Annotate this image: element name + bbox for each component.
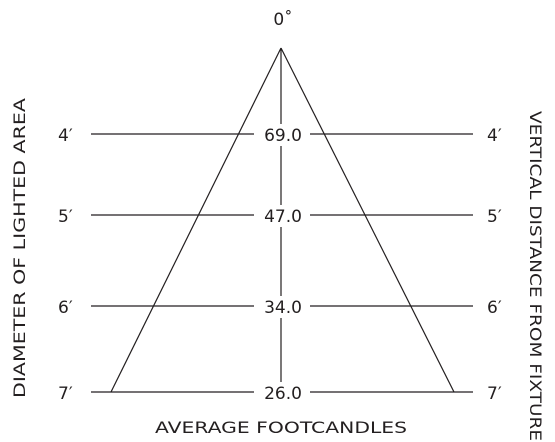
left-axis-title: DIAMETER OF LIGHTED AREA xyxy=(10,98,29,398)
right-distance-label-7: 7′ xyxy=(487,384,502,404)
left-distance-label-7: 7′ xyxy=(58,384,73,404)
left-distance-label-5: 5′ xyxy=(58,207,73,227)
right-distance-label-5: 5′ xyxy=(487,207,502,227)
footcandle-value-7: 26.0 xyxy=(264,384,302,404)
bottom-title: AVERAGE FOOTCANDLES xyxy=(155,418,407,437)
footcandle-value-4: 69.0 xyxy=(264,126,302,146)
cone-left-edge xyxy=(110,47,282,393)
footcandle-value-6: 34.0 xyxy=(264,298,302,318)
right-distance-label-4: 4′ xyxy=(487,126,502,146)
apex-angle-label: 0˚ xyxy=(273,9,292,30)
right-axis-title: VERTICAL DISTANCE FROM FIXTURE xyxy=(526,111,545,441)
right-distance-label-6: 6′ xyxy=(487,298,502,318)
left-distance-label-6: 6′ xyxy=(58,298,73,318)
cone-right-edge xyxy=(280,47,455,393)
left-distance-label-4: 4′ xyxy=(58,126,73,146)
footcandle-value-5: 47.0 xyxy=(264,207,302,227)
